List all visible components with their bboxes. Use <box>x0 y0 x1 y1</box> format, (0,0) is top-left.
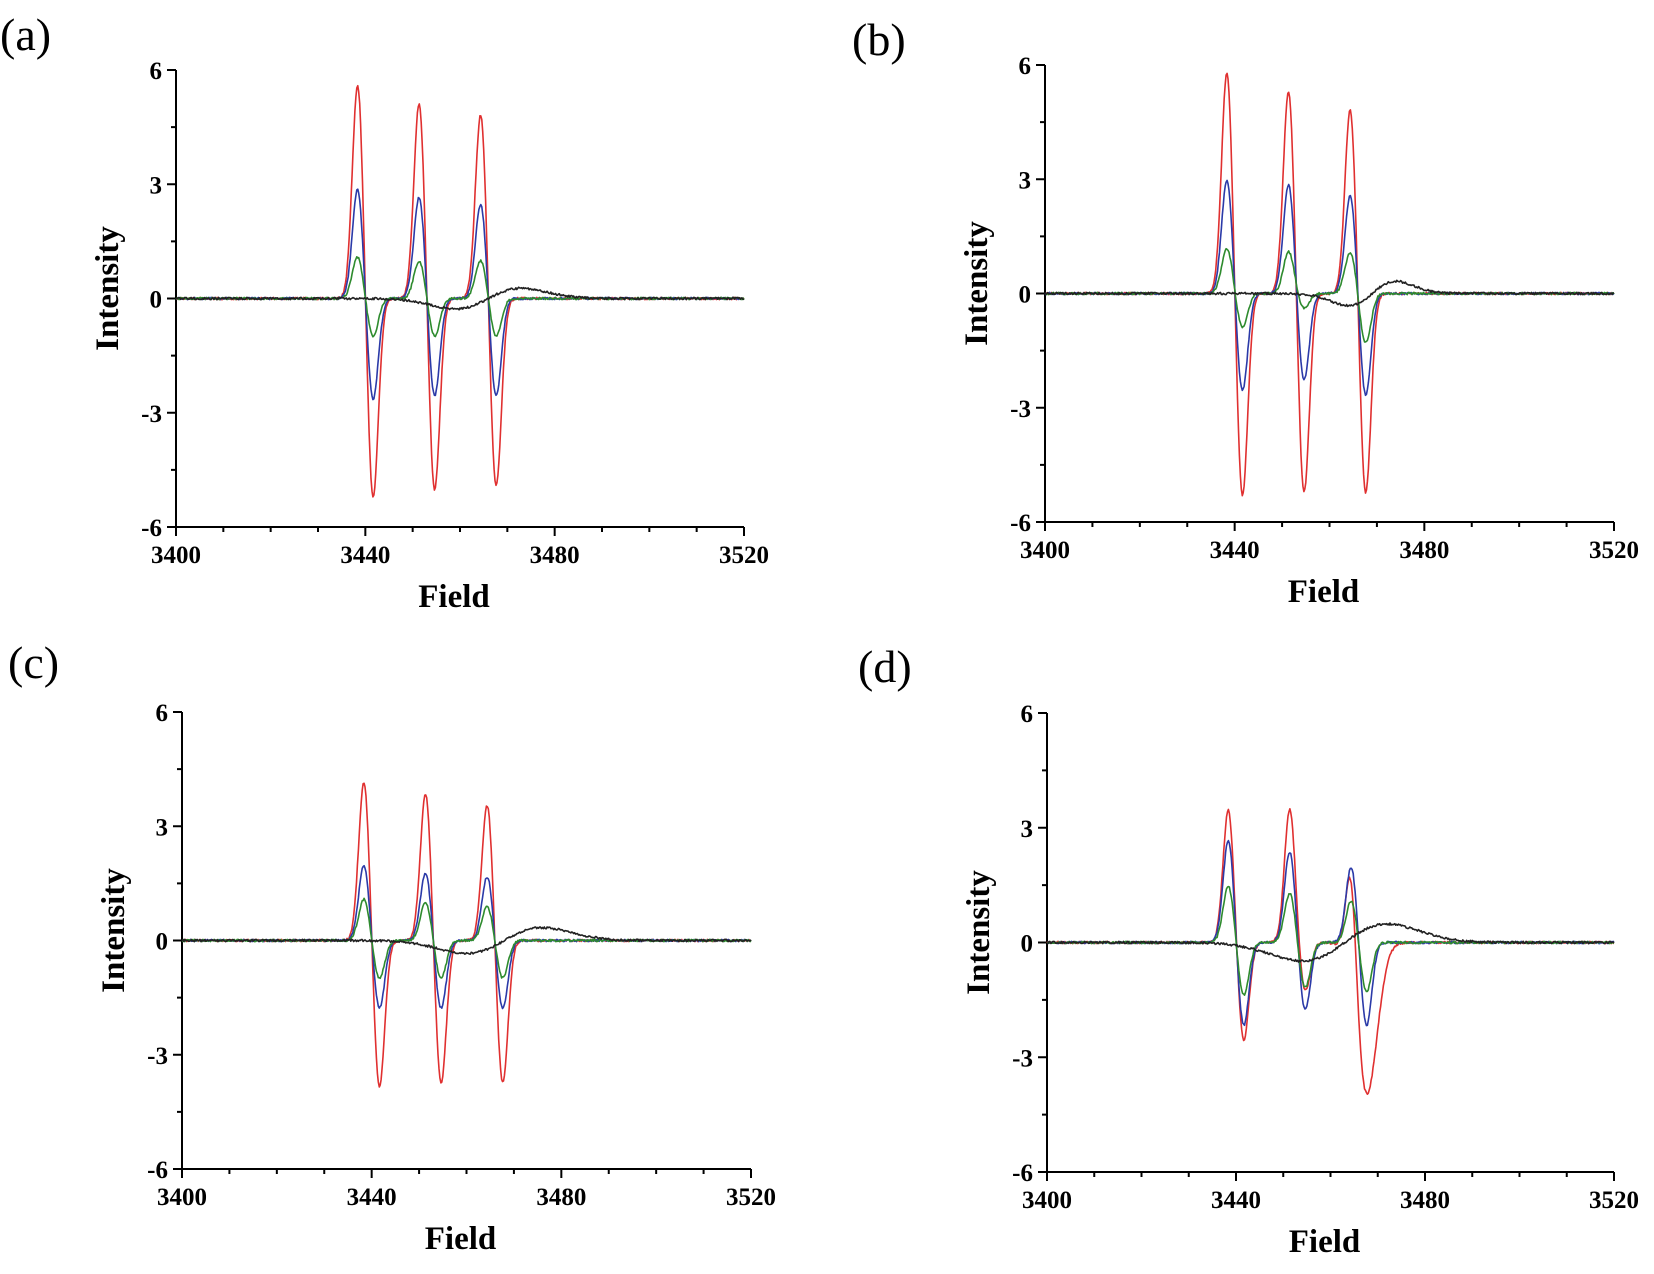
panel-letter: (a) <box>0 9 51 60</box>
y-tick-label: -6 <box>1010 510 1031 537</box>
panel-a: (a) 3400 3440 3480 3520 6 3 0 -3 -6 Field Intensity <box>0 9 769 615</box>
panel-b: (b) 3400 3440 3480 3520 6 3 0 -3 -6 Field Intensity <box>852 14 1639 610</box>
series-line-2 <box>181 864 752 1010</box>
x-tick-label: 3400 <box>1020 537 1070 564</box>
series-line-1 <box>1044 72 1615 497</box>
panel-d: (d) 3400 3440 3480 3520 6 3 0 -3 -6 Field Intensity <box>858 641 1639 1260</box>
series-line-1 <box>1046 807 1615 1095</box>
y-tick-label: 3 <box>1021 816 1034 843</box>
panel-letter: (c) <box>8 637 59 688</box>
x-tick-label: 3520 <box>1589 1187 1639 1214</box>
y-axis-title: Intensity <box>961 870 997 995</box>
y-tick-label: 0 <box>150 287 163 314</box>
x-tick-label: 3480 <box>1399 537 1449 564</box>
x-tick-label: 3400 <box>151 542 201 569</box>
series-line-2 <box>1044 179 1615 397</box>
y-tick-label: 6 <box>156 700 169 727</box>
x-tick-label: 3440 <box>347 1184 397 1211</box>
series-line-1 <box>182 782 752 1088</box>
y-tick-label: 6 <box>150 58 163 85</box>
y-tick-label: -6 <box>147 1157 168 1184</box>
panel-letter: (d) <box>858 641 912 692</box>
series-line-4 <box>181 926 752 956</box>
x-axis-title: Field <box>1289 1224 1361 1260</box>
y-tick-label: -3 <box>147 1043 168 1070</box>
x-axis-title: Field <box>425 1221 497 1257</box>
x-tick-label: 3480 <box>536 1184 586 1211</box>
y-tick-label: -3 <box>1012 1045 1033 1072</box>
y-tick-label: -6 <box>1012 1160 1033 1187</box>
x-tick-label: 3520 <box>726 1184 776 1211</box>
y-tick-label: -3 <box>141 401 162 428</box>
x-tick-label: 3480 <box>530 542 580 569</box>
series-line-2 <box>175 188 745 401</box>
x-tick-label: 3520 <box>1589 537 1639 564</box>
series-line-4 <box>1044 279 1615 308</box>
y-tick-label: 3 <box>1019 167 1032 194</box>
y-tick-label: 0 <box>1021 931 1034 958</box>
y-axis-title: Intensity <box>959 221 995 346</box>
x-tick-label: 3440 <box>340 542 390 569</box>
x-tick-label: 3480 <box>1400 1187 1450 1214</box>
series-line-1 <box>175 84 745 498</box>
y-tick-label: 0 <box>1019 282 1032 309</box>
y-axis-title: Intensity <box>96 868 132 993</box>
series-line-3 <box>181 897 752 980</box>
x-tick-label: 3440 <box>1211 1187 1261 1214</box>
y-tick-label: 0 <box>156 929 169 956</box>
series-line-4 <box>175 286 745 311</box>
x-tick-label: 3400 <box>157 1184 207 1211</box>
panel-letter: (b) <box>852 14 906 65</box>
series-line-2 <box>1047 839 1615 1027</box>
y-tick-label: -6 <box>141 515 162 542</box>
x-tick-label: 3520 <box>719 542 769 569</box>
x-tick-label: 3440 <box>1210 537 1260 564</box>
x-axis-title: Field <box>418 579 490 615</box>
series-line-4 <box>1046 922 1615 963</box>
y-axis-title: Intensity <box>90 226 126 351</box>
y-tick-label: 3 <box>156 814 169 841</box>
x-tick-label: 3400 <box>1022 1187 1072 1214</box>
x-axis-title: Field <box>1288 574 1360 610</box>
panel-c: (c) 3400 3440 3480 3520 6 3 0 -3 -6 Field Intensity <box>8 637 776 1257</box>
y-tick-label: 3 <box>150 172 163 199</box>
y-tick-label: 6 <box>1019 53 1032 80</box>
y-tick-label: -3 <box>1010 396 1031 423</box>
y-tick-label: 6 <box>1021 701 1034 728</box>
series-line-3 <box>1044 247 1615 343</box>
